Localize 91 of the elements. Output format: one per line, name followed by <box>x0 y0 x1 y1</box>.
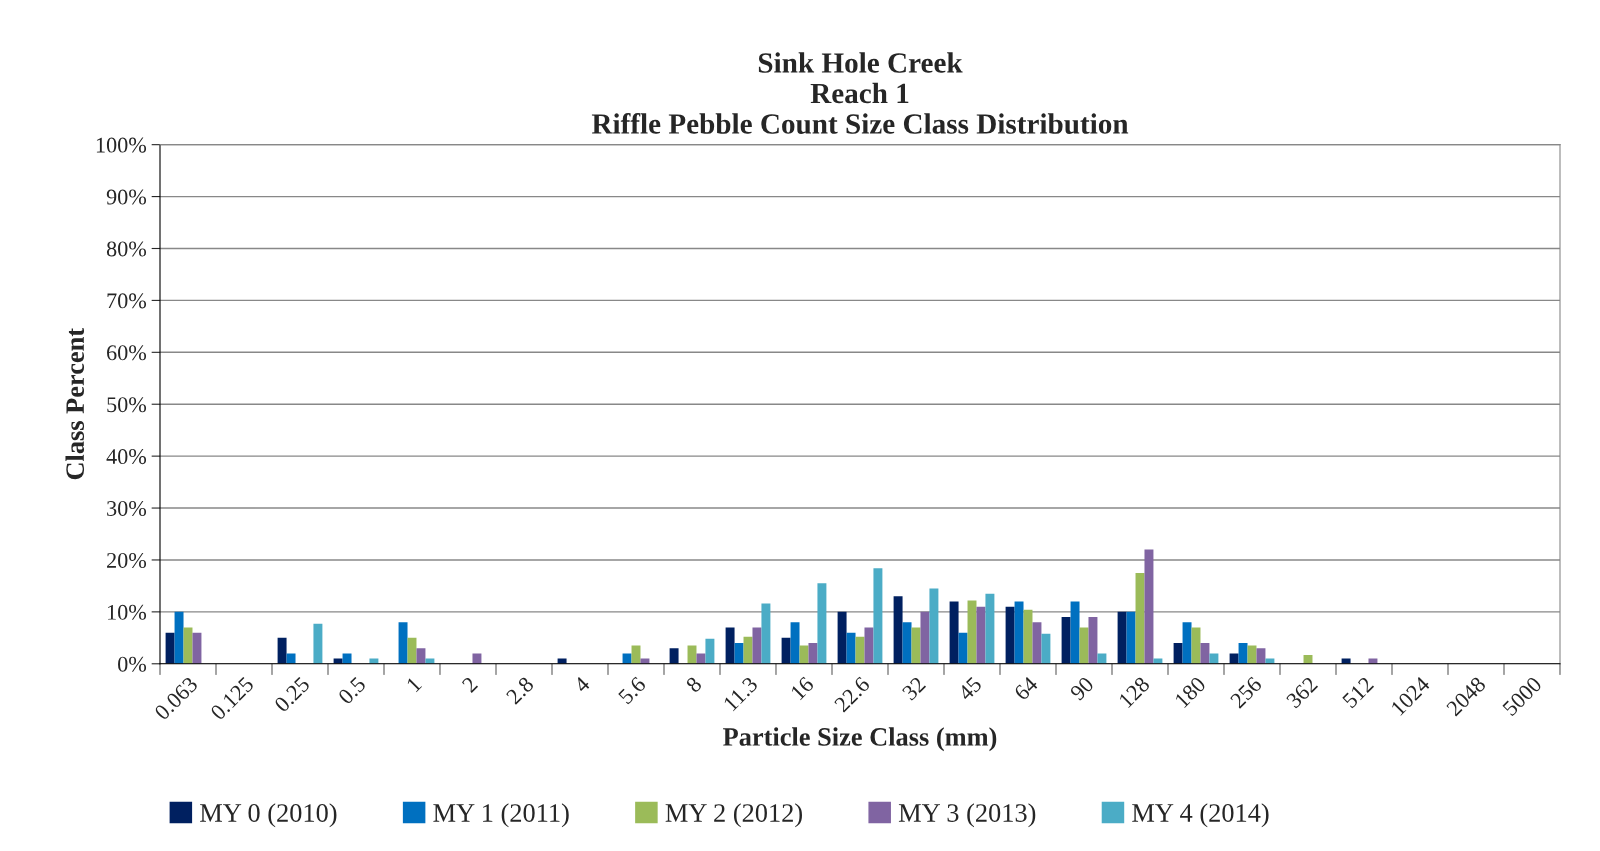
legend-label: MY 0 (2010) <box>200 803 337 828</box>
bar <box>846 632 856 664</box>
bar <box>669 648 679 664</box>
bar <box>1229 653 1239 664</box>
bar <box>949 601 959 664</box>
bar <box>1088 617 1098 664</box>
bar <box>790 622 800 664</box>
x-tick-label: 8 <box>685 675 703 694</box>
bar <box>1014 601 1024 664</box>
bar <box>192 632 202 664</box>
bar <box>1032 622 1042 664</box>
bar <box>752 627 762 664</box>
x-tick-label: 128 <box>1118 675 1151 709</box>
legend-label: MY 3 (2013) <box>898 803 1036 828</box>
bar <box>873 568 883 664</box>
bar <box>622 653 632 664</box>
bar <box>286 653 296 664</box>
x-tick-label: 11.3 <box>722 676 759 712</box>
y-tick-label: 10% <box>108 604 147 620</box>
x-tick-label: 22.6 <box>833 675 871 713</box>
y-tick-label: 0% <box>118 656 147 672</box>
bar <box>1200 643 1210 664</box>
bar <box>1126 611 1136 664</box>
x-tick-label: 256 <box>1229 675 1263 709</box>
x-axis-title: Particle Size Class (mm) <box>723 727 997 752</box>
bar <box>1238 643 1248 664</box>
bar <box>920 611 930 664</box>
x-tick-label: 90 <box>1069 675 1095 702</box>
x-tick-label: 4 <box>573 675 591 694</box>
bar <box>398 622 408 664</box>
bar <box>817 583 827 664</box>
x-tick-label: 2.8 <box>505 675 535 705</box>
bar <box>893 596 903 664</box>
bar <box>472 653 482 664</box>
bar <box>1041 633 1051 664</box>
x-tick-label: 1 <box>406 676 422 693</box>
bar <box>416 648 426 664</box>
bar <box>277 637 287 664</box>
bar <box>313 623 323 664</box>
bar <box>781 637 791 664</box>
bar <box>1005 606 1015 664</box>
x-tick-label: 45 <box>957 676 983 702</box>
bar <box>1070 601 1080 664</box>
bar <box>1182 622 1192 664</box>
y-tick-label: 40% <box>106 449 147 465</box>
x-tick-label: 180 <box>1174 675 1207 709</box>
bar <box>929 588 939 664</box>
y-tick-label: 50% <box>107 397 147 413</box>
bar <box>958 632 968 664</box>
bar <box>864 627 874 664</box>
y-axis-title: Class Percent <box>65 328 85 480</box>
y-tick-label: 70% <box>107 293 147 309</box>
bar <box>902 622 912 664</box>
x-tick-label: 362 <box>1285 676 1319 709</box>
x-tick-label: 5.6 <box>617 675 647 705</box>
y-tick-label: 80% <box>106 241 147 257</box>
x-tick-label: 2 <box>461 676 479 693</box>
bar <box>1173 643 1183 664</box>
legend-label: MY 2 (2012) <box>665 803 802 828</box>
y-tick-label: 20% <box>107 552 147 568</box>
y-tick-label: 60% <box>107 345 147 361</box>
legend-label: MY 4 (2014) <box>1132 803 1269 828</box>
bar <box>985 593 995 664</box>
x-tick-label: 16 <box>790 675 815 701</box>
bar <box>342 653 352 664</box>
y-tick-label: 90% <box>106 189 147 205</box>
x-tick-label: 512 <box>1341 676 1375 709</box>
bar <box>165 632 175 664</box>
bar <box>808 643 818 664</box>
bar <box>174 611 184 664</box>
x-tick-label: 64 <box>1013 675 1039 701</box>
bar <box>1097 653 1107 664</box>
bar <box>976 606 986 664</box>
chart-title: Sink Hole Creek Reach 1 Riffle Pebble Count Size Class Distribution <box>591 52 1129 134</box>
x-tick-label: 0.25 <box>273 675 311 713</box>
bar <box>1117 611 1127 664</box>
bar <box>1144 549 1154 664</box>
x-tick-label: 0.5 <box>337 675 367 706</box>
x-tick-label: 32 <box>901 676 927 701</box>
y-tick-label: 30% <box>107 500 147 517</box>
legend-label: MY 1 (2011) <box>433 803 569 828</box>
bar <box>837 611 847 664</box>
bar <box>1061 617 1071 664</box>
bar <box>734 643 744 664</box>
bar <box>696 653 706 664</box>
bar <box>725 627 735 664</box>
y-tick-label: 100% <box>96 137 147 153</box>
bar <box>705 638 715 664</box>
bar <box>761 603 771 664</box>
bar <box>1209 653 1219 664</box>
bar <box>1256 648 1266 664</box>
